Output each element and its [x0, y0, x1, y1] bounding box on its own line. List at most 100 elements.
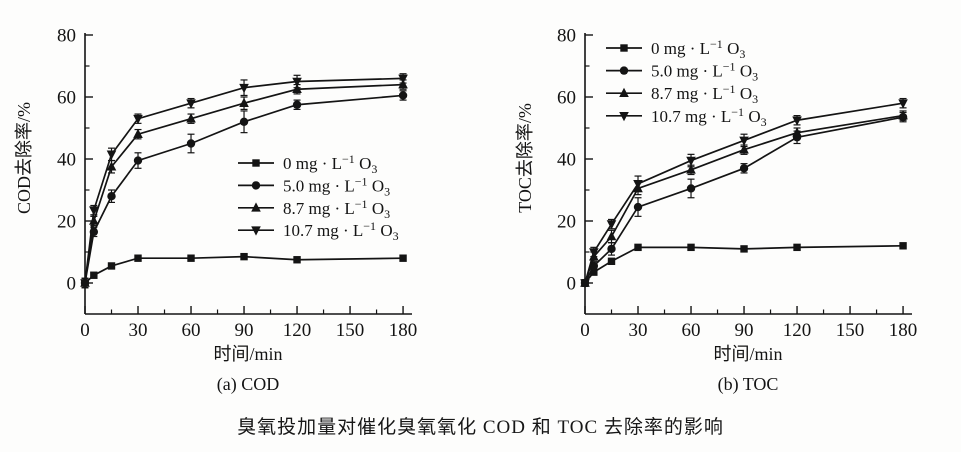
series-square: [81, 252, 407, 289]
square-marker: [740, 245, 748, 253]
triangle-up-marker: [239, 97, 249, 107]
triangle-up-marker: [606, 231, 617, 241]
triangle-up-marker: [739, 144, 749, 154]
legend-label: 10.7 mg · L−1 O3: [651, 105, 767, 129]
triangle-down-marker: [792, 116, 802, 126]
triangle-up-marker: [89, 215, 99, 225]
y-axis-title: COD去除率/%: [14, 102, 34, 214]
triangle-down-marker: [133, 114, 143, 125]
triangle-up-marker: [792, 127, 802, 137]
x-tick-label: 30: [129, 320, 148, 341]
square-marker: [620, 44, 628, 52]
circle-marker: [619, 66, 629, 75]
triangle-down-marker: [633, 180, 643, 190]
circle-marker: [251, 181, 261, 190]
square-marker: [607, 257, 616, 265]
legend-label: 10.7 mg · L−1 O3: [283, 219, 399, 243]
series-line: [84, 255, 404, 284]
square-marker: [187, 254, 195, 262]
legend-label: 0 mg · L−1 O3: [283, 152, 377, 176]
triangle-down-marker: [239, 83, 249, 94]
x-tick-label: 90: [235, 320, 254, 341]
triangle-up-marker: [292, 83, 302, 94]
square-marker: [399, 254, 407, 262]
x-axis-title: 时间/min: [213, 344, 282, 364]
x-tick-label: 150: [336, 320, 365, 341]
y-tick-label: 0: [67, 274, 77, 295]
x-tick-label: 0: [80, 320, 90, 341]
triangle-down-marker: [686, 156, 696, 166]
square-marker: [687, 243, 695, 252]
x-tick-label: 60: [682, 320, 701, 341]
triangle-up-marker: [133, 128, 143, 138]
y-tick-label: 80: [557, 26, 576, 47]
y-tick-label: 20: [57, 212, 76, 233]
triangle-down-marker: [106, 150, 117, 160]
legend-label: 8.7 mg · L−1 O3: [283, 197, 390, 221]
series-circle: [580, 111, 908, 288]
x-tick-label: 60: [182, 320, 201, 341]
y-tick-label: 20: [557, 212, 576, 233]
y-tick-label: 60: [57, 88, 76, 109]
triangle-down-marker: [89, 206, 99, 216]
x-tick-label: 150: [836, 320, 865, 341]
triangle-down-marker: [251, 226, 261, 236]
triangle-up-marker: [186, 113, 196, 123]
y-tick-label: 80: [57, 26, 76, 47]
circle-marker: [186, 139, 196, 148]
y-tick-label: 40: [57, 150, 76, 171]
square-marker: [899, 242, 907, 250]
chart-b-toc: 0 30 60 90 120 150 180 0 20 40 60 80 时间/min (b) TOC TO…: [515, 26, 917, 396]
triangle-down-marker: [80, 279, 90, 289]
triangle-down-marker: [898, 99, 908, 109]
y-tick-label: 60: [557, 88, 576, 109]
square-marker: [293, 256, 301, 264]
square-marker: [252, 159, 260, 167]
legend-label: 5.0 mg · L−1 O3: [283, 174, 390, 198]
square-marker: [793, 243, 801, 252]
triangle-down-marker: [589, 248, 599, 258]
square-marker: [590, 268, 598, 276]
triangle-down-marker: [580, 279, 590, 289]
circle-marker: [133, 156, 143, 165]
panel-subtitle: (b) TOC: [718, 374, 779, 395]
circle-marker: [292, 100, 302, 109]
square-marker: [107, 262, 116, 270]
legend: 0 mg · L−1 O35.0 mg · L−1 O38.7 mg · L−1…: [606, 37, 767, 129]
legend-label: 8.7 mg · L−1 O3: [651, 82, 758, 106]
x-tick-label: 90: [735, 320, 754, 341]
series-triangle-up: [80, 79, 408, 289]
panel-subtitle: (a) COD: [217, 374, 279, 395]
chart-a-cod: 0 30 60 90 120 150 180 0 20 40 60 80 时间/min (a) COD CO…: [14, 26, 417, 396]
legend-label: 5.0 mg · L−1 O3: [651, 60, 758, 84]
square-marker: [134, 254, 142, 262]
square-marker: [240, 252, 248, 261]
series-triangle-down: [580, 97, 908, 289]
x-tick-label: 0: [580, 320, 590, 341]
series-line: [584, 114, 904, 284]
triangle-up-marker: [686, 164, 696, 174]
y-tick-label: 40: [557, 150, 576, 171]
legend: 0 mg · L−1 O35.0 mg · L−1 O38.7 mg · L−1…: [238, 152, 399, 243]
figure-caption: 臭氧投加量对催化臭氧氧化 COD 和 TOC 去除率的影响: [237, 417, 724, 438]
circle-marker: [107, 192, 116, 201]
triangle-up-marker: [898, 110, 908, 120]
x-tick-label: 120: [283, 320, 312, 341]
triangle-down-marker: [186, 99, 196, 109]
square-marker: [90, 271, 98, 279]
circle-marker: [633, 202, 643, 212]
square-marker: [634, 243, 642, 252]
series-triangle-down: [80, 73, 408, 289]
circle-marker: [239, 117, 249, 127]
triangle-up-marker: [619, 87, 629, 97]
series-line: [84, 77, 404, 284]
x-tick-label: 120: [783, 320, 812, 341]
x-axis-title: 时间/min: [713, 344, 782, 364]
circle-marker: [686, 184, 696, 193]
x-tick-label: 180: [389, 320, 418, 341]
circle-marker: [398, 91, 408, 100]
y-tick-label: 0: [567, 274, 577, 295]
triangle-down-marker: [739, 136, 749, 146]
triangle-up-marker: [251, 202, 261, 212]
